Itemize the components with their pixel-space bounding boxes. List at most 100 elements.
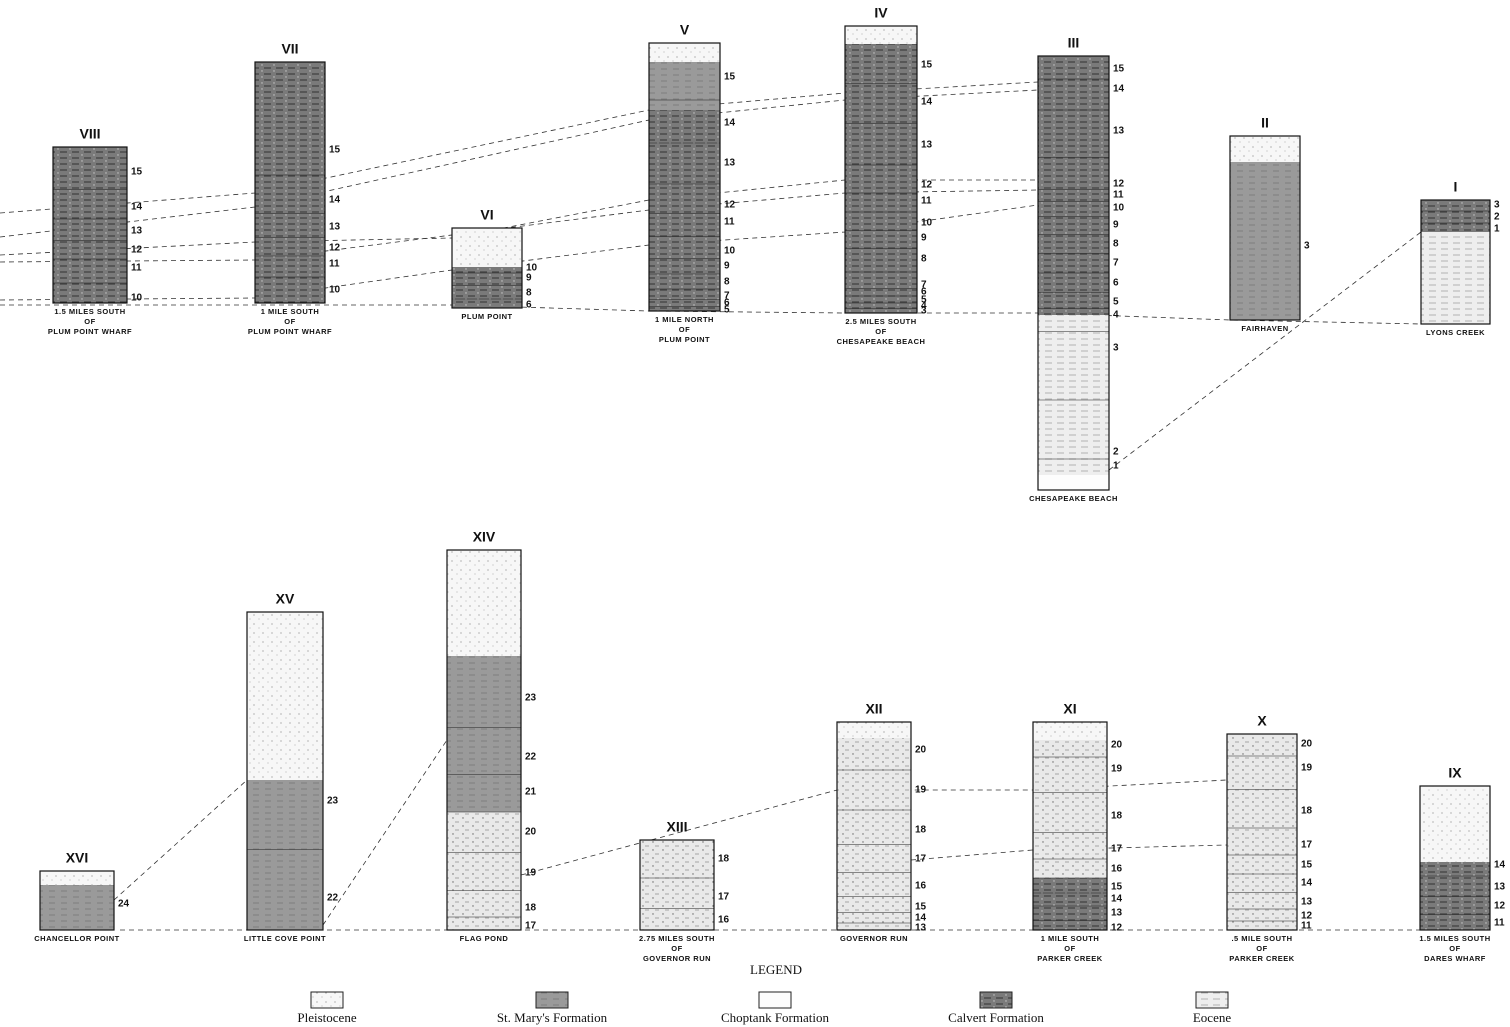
column-numeral: III: [1068, 35, 1080, 51]
stratum: [1420, 862, 1490, 930]
legend-swatch: [758, 991, 792, 1009]
column-outline: [1037, 55, 1110, 491]
layer-number: 14: [1111, 894, 1123, 905]
column-numeral: XIII: [666, 819, 687, 835]
location-label: PLUM POINT: [461, 312, 512, 321]
layer-number: 15: [915, 902, 927, 913]
legend-label: St. Mary's Formation: [497, 1010, 608, 1025]
layer-number: 18: [1111, 811, 1123, 822]
layer-number: 3: [921, 306, 927, 317]
location-label: 1.5 MILES SOUTH: [54, 307, 125, 316]
stratum: [1227, 734, 1297, 930]
location-label: GOVERNOR RUN: [840, 934, 908, 943]
column-outline: [39, 870, 115, 931]
layer-number: 14: [1301, 878, 1313, 889]
layer-number: 18: [718, 854, 730, 865]
layer-number: 4: [1113, 310, 1119, 321]
location-label: CHANCELLOR POINT: [34, 934, 120, 943]
layer-number: 10: [724, 246, 736, 257]
column-numeral: XV: [276, 591, 295, 607]
column-numeral: XVI: [66, 850, 89, 866]
stratum: [1033, 722, 1107, 740]
layer-number: 2: [1494, 212, 1500, 223]
stratum: [447, 656, 521, 812]
legend-swatch: [979, 991, 1013, 1009]
column-numeral: VIII: [79, 126, 100, 142]
legend: LEGEND Pleistocene St. Mary's Formation Ch…: [297, 962, 1231, 1025]
layer-number: 14: [1113, 84, 1125, 95]
layer-number: 14: [915, 913, 927, 924]
location-label: OF: [84, 317, 95, 326]
stratum: [1038, 56, 1109, 315]
location-label: OF: [1256, 944, 1267, 953]
column-numeral: IV: [874, 5, 888, 21]
column-outline: [52, 146, 128, 304]
column-numeral: I: [1454, 179, 1458, 195]
layer-number: 5: [1113, 297, 1119, 308]
layer-number: 9: [526, 273, 532, 284]
layer-number: 16: [1111, 864, 1123, 875]
column-outline: [1420, 199, 1491, 325]
layer-number: 1: [1494, 224, 1500, 235]
layer-number: 14: [921, 97, 933, 108]
column-numeral: II: [1261, 115, 1269, 131]
layer-number: 17: [718, 892, 730, 903]
legend-swatch: [1195, 991, 1229, 1009]
legend-label: Calvert Formation: [948, 1010, 1044, 1025]
stratum: [649, 110, 720, 311]
location-label: LYONS CREEK: [1426, 328, 1485, 337]
legend-swatch: [535, 991, 569, 1009]
layer-number: 20: [1111, 740, 1123, 751]
stratum: [1038, 315, 1109, 475]
layer-number: 13: [1301, 897, 1313, 908]
location-label: OF: [1064, 944, 1075, 953]
layer-number: 1: [1113, 461, 1119, 472]
layer-number: 9: [724, 261, 730, 272]
layer-number: 13: [1494, 882, 1506, 893]
layer-number: 15: [921, 60, 933, 71]
layer-number: 23: [525, 693, 537, 704]
section-column: VI 109 86 PLUM POINT: [451, 207, 538, 321]
stratum: [452, 267, 522, 308]
stratum: [452, 228, 522, 267]
column-numeral: V: [680, 22, 690, 38]
layer-number: 17: [1301, 840, 1313, 851]
layer-number: 21: [525, 787, 537, 798]
column-outline: [844, 25, 918, 314]
layer-number: 10: [329, 285, 341, 296]
location-label: PARKER CREEK: [1037, 954, 1103, 963]
layer-number: 6: [526, 300, 532, 311]
layer-number: 22: [327, 893, 339, 904]
layer-number: 3: [1113, 343, 1119, 354]
layer-number: 12: [921, 180, 933, 191]
layer-number: 23: [327, 796, 339, 807]
layer-number: 3: [1494, 200, 1500, 211]
layer-number: 19: [915, 785, 927, 796]
layer-number: 17: [525, 921, 537, 932]
location-label: 1 MILE SOUTH: [261, 307, 320, 316]
layer-number: 16: [915, 881, 927, 892]
column-numeral: XI: [1063, 701, 1076, 717]
stratum: [447, 550, 521, 656]
layer-number: 9: [1113, 220, 1119, 231]
layer-number: 13: [329, 222, 341, 233]
layer-number: 14: [329, 195, 341, 206]
layer-number: 9: [921, 233, 927, 244]
layer-number: 11: [1301, 921, 1312, 932]
location-label: PLUM POINT WHARF: [248, 327, 332, 336]
layer-number: 19: [1301, 763, 1313, 774]
section-column: XIV 23 22 21 20 19 18 17 FLAG POND: [446, 529, 537, 943]
column-outline: [451, 227, 523, 309]
legend-label: Choptank Formation: [721, 1010, 829, 1025]
layer-number: 14: [724, 118, 736, 129]
location-label: OF: [679, 325, 690, 334]
column-numeral: X: [1257, 713, 1267, 729]
layer-number: 5: [921, 295, 927, 306]
